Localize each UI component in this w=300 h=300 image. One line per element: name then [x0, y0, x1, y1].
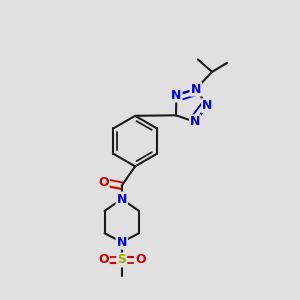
- Text: S: S: [117, 254, 126, 266]
- Text: N: N: [190, 82, 201, 96]
- Text: O: O: [135, 254, 146, 266]
- Text: N: N: [117, 193, 127, 206]
- Text: O: O: [98, 254, 109, 266]
- Text: N: N: [117, 236, 127, 249]
- Text: N: N: [202, 99, 212, 112]
- Text: N: N: [171, 88, 182, 101]
- Text: N: N: [190, 116, 200, 128]
- Text: O: O: [98, 176, 109, 189]
